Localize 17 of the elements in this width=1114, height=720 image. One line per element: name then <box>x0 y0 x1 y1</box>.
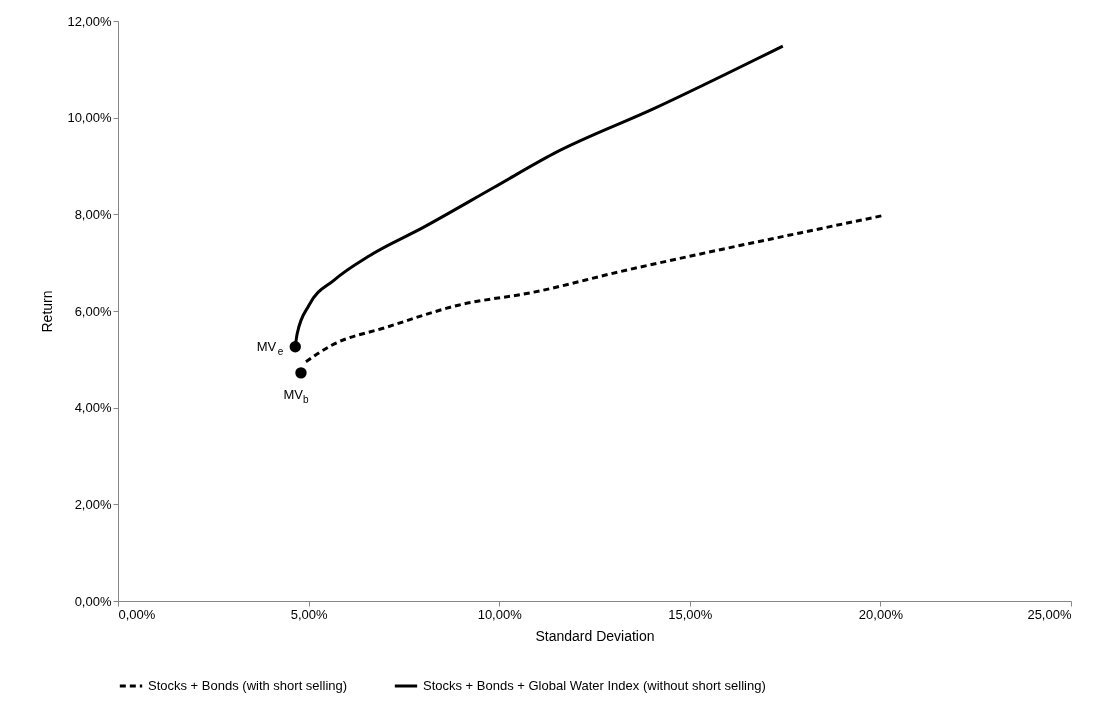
y-tick-label: 6,00% <box>74 303 112 319</box>
y-tick-label: 0,00% <box>74 593 112 609</box>
y-tick-label: 10,00% <box>67 110 112 126</box>
x-tick-label: 5,00% <box>290 606 328 622</box>
y-tick-label: 4,00% <box>74 400 112 416</box>
x-axis-title: Standard Deviation <box>535 627 655 644</box>
legend-label: Stocks + Bonds (with short selling) <box>148 678 348 693</box>
x-tick-label: 15,00% <box>668 606 713 622</box>
y-tick-label: 8,00% <box>74 206 112 222</box>
x-tick-label: 0,00% <box>118 606 156 622</box>
legend-label: Stocks + Bonds + Global Water Index (without short selling) <box>423 678 766 693</box>
x-tick-label: 10,00% <box>477 606 523 622</box>
y-tick-label: 12,00% <box>67 13 112 29</box>
x-tick-label: 25,00% <box>1027 606 1072 622</box>
y-tick-label: 2,00% <box>74 496 112 512</box>
y-axis-title: Return <box>39 290 56 333</box>
x-tick-label: 20,00% <box>858 606 904 622</box>
